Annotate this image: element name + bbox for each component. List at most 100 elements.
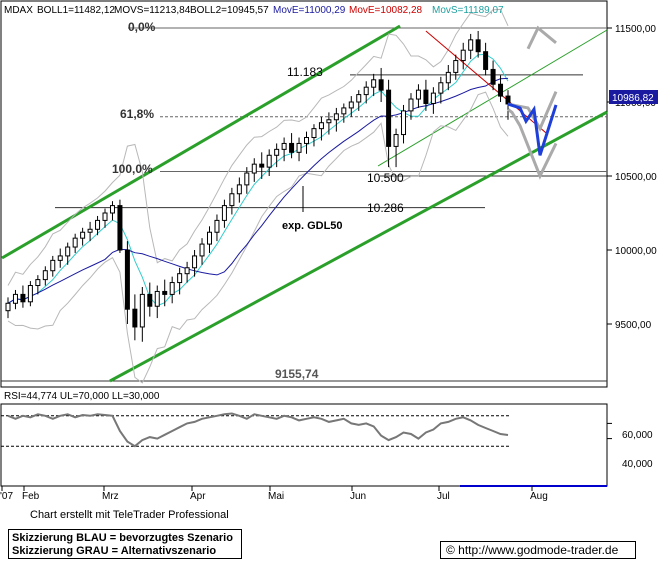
- candle-body: [236, 184, 242, 195]
- candle-body: [393, 134, 399, 147]
- candle-body: [72, 237, 78, 248]
- candle-body: [102, 212, 108, 221]
- candle-body: [386, 89, 392, 147]
- candle-body: [296, 142, 302, 153]
- bollinger-lower: [7, 91, 509, 384]
- scenario-legend: Skizzierung BLAU = bevorzugtes Szenario …: [8, 529, 242, 559]
- candle-body: [124, 249, 130, 310]
- candle-body: [35, 279, 41, 287]
- candle-body: [221, 205, 227, 221]
- candle-body: [341, 107, 347, 115]
- channel-mid: [377, 29, 608, 167]
- candle-body: [12, 293, 18, 304]
- chart-credit: Chart erstellt mit TeleTrader Profession…: [30, 509, 229, 521]
- candle-body: [430, 92, 436, 104]
- candle-body: [378, 79, 384, 91]
- candle-body: [162, 290, 168, 295]
- rsi-layer: [1, 412, 612, 448]
- rsi-label: RSI=44,774 UL=70,000 LL=30,000: [4, 391, 160, 402]
- grey-scenario-lower: [507, 108, 558, 180]
- x-tick-label: Jul: [437, 491, 450, 502]
- fib-618-label: 61,8%: [120, 107, 154, 121]
- scenarios: [507, 25, 558, 180]
- candle-body: [408, 98, 414, 112]
- candle-body: [117, 205, 123, 251]
- fib-0-label: 0,0%: [128, 20, 156, 34]
- candles: [5, 30, 511, 342]
- candle-body: [184, 267, 190, 275]
- bollinger-upper: [7, 8, 509, 286]
- candle-body: [483, 51, 489, 70]
- candle-body: [80, 231, 86, 239]
- candle-body: [132, 308, 138, 328]
- candle-body: [371, 79, 377, 88]
- candle-body: [87, 228, 93, 233]
- rsi-tick-60: 60,000: [622, 430, 653, 441]
- candle-body: [65, 246, 71, 257]
- last-price-box: [609, 90, 658, 104]
- candle-body: [154, 290, 160, 307]
- movs-cyan-line: [7, 53, 509, 307]
- level-10286-label: 10.286: [367, 201, 404, 215]
- header-boll1: BOLL1=11482,12: [37, 5, 115, 16]
- candle-body: [206, 231, 212, 245]
- rsi-line: [7, 412, 509, 448]
- candle-body: [266, 154, 272, 168]
- candle-body: [318, 122, 324, 130]
- candle-body: [438, 82, 444, 94]
- candle-body: [259, 163, 265, 168]
- level-10500-label: 10.500: [367, 171, 404, 185]
- candle-body: [57, 255, 63, 261]
- header-boll2: BOLL2=10945,57: [190, 5, 269, 16]
- y-tick-label: 10000,00: [615, 246, 657, 257]
- candle-body: [199, 243, 205, 257]
- x-tick-label: Jun: [350, 491, 366, 502]
- candle-body: [229, 193, 235, 207]
- candle-body: [453, 60, 459, 73]
- candle-body: [498, 83, 504, 97]
- moving-averages: [7, 30, 549, 307]
- candle-body: [95, 219, 101, 230]
- channel-lower: [109, 110, 608, 383]
- y-tick-label: 11500,00: [615, 24, 656, 35]
- fib-100-label: 100,0%: [112, 162, 153, 176]
- candle-body: [363, 86, 369, 96]
- candle-body: [415, 89, 421, 100]
- trend-channel: [1, 24, 608, 383]
- candle-body: [177, 273, 183, 284]
- x-tick-label: Mai: [268, 491, 284, 502]
- price-panel-frame: [0, 0, 608, 388]
- blue-scenario: [507, 102, 558, 156]
- move-blue-line: [7, 77, 509, 304]
- header-symbol: MDAX: [4, 5, 33, 16]
- y-tick-label: 10500,00: [615, 172, 657, 183]
- header-movs-a: MOVS=11213,84: [114, 5, 191, 16]
- rsi-tick-40: 40,000: [622, 459, 653, 470]
- x-tick-label: Feb: [22, 491, 40, 502]
- gdl-label: exp. GDL50: [282, 220, 343, 232]
- candle-body: [147, 293, 153, 307]
- candle-body: [192, 255, 198, 269]
- last-price-label: 10986,82: [612, 93, 654, 104]
- candle-body: [20, 293, 26, 303]
- x-tick-label: Mrz: [102, 491, 119, 502]
- candle-body: [468, 39, 474, 51]
- candle-body: [139, 293, 145, 328]
- candle-body: [214, 219, 220, 233]
- x-tick-label: '07: [0, 491, 13, 502]
- candle-body: [244, 172, 250, 186]
- header-move-red: MovE=10082,28: [349, 5, 423, 16]
- candle-body: [445, 71, 451, 84]
- candle-body: [289, 142, 295, 153]
- candle-body: [27, 285, 33, 303]
- legend-blue: Skizzierung BLAU = bevorzugtes Szenario: [12, 532, 233, 544]
- bollinger-bands: [7, 8, 509, 384]
- candle-body: [356, 94, 362, 103]
- candle-body: [311, 128, 317, 139]
- grey-arrow-up: [526, 25, 557, 50]
- legend-grey: Skizzierung GRAU = Alternativszenario: [12, 545, 217, 557]
- candle-body: [401, 110, 407, 136]
- source-link[interactable]: © http://www.godmode-trader.de: [440, 541, 636, 559]
- candle-body: [281, 142, 287, 150]
